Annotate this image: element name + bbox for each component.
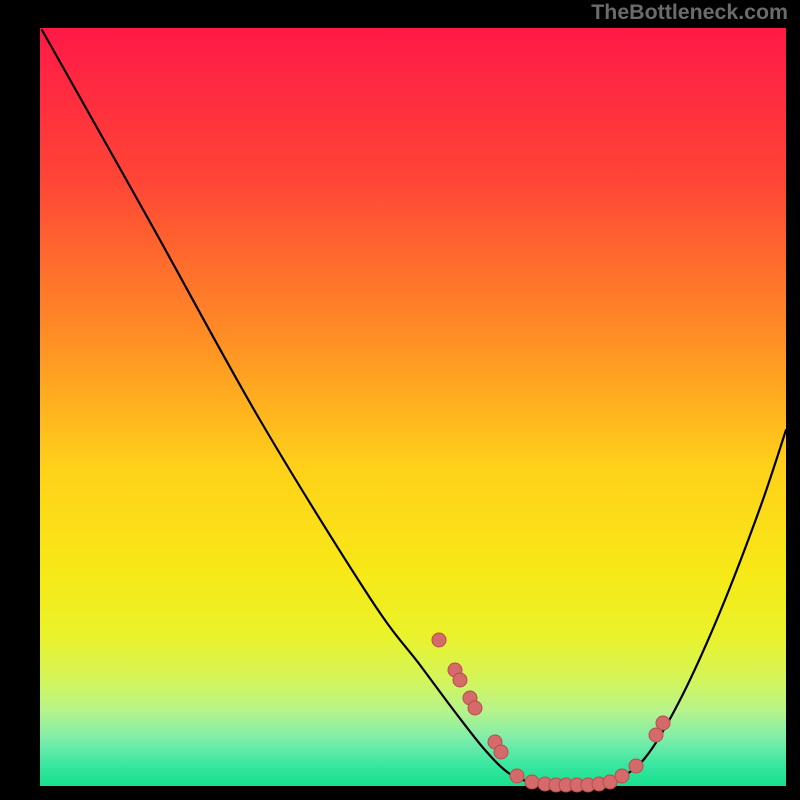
data-marker — [629, 759, 643, 773]
data-marker — [525, 775, 539, 789]
data-marker — [432, 633, 446, 647]
chart-container: TheBottleneck.com — [0, 0, 800, 800]
data-marker — [468, 701, 482, 715]
data-marker — [656, 716, 670, 730]
data-marker — [453, 673, 467, 687]
plot-area — [40, 28, 786, 786]
bottleneck-chart-svg — [0, 0, 800, 800]
data-marker — [510, 769, 524, 783]
data-marker — [494, 745, 508, 759]
data-marker — [615, 769, 629, 783]
